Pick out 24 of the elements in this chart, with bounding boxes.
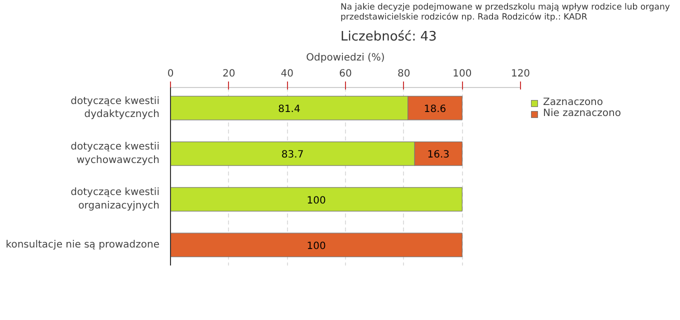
x-tick-label: 120	[510, 68, 530, 80]
bar	[170, 187, 462, 212]
y-tick-label: dotyczące kwestii organizacyjnych	[70, 187, 160, 212]
data-label: 18.6	[424, 104, 446, 116]
bar	[170, 232, 462, 258]
x-tick-label: 100	[452, 68, 472, 80]
y-tick-label: dotyczące kwestii dydaktycznych	[70, 96, 160, 120]
y-tick-label: dotyczące kwestii wychowawczych	[70, 142, 160, 166]
data-label: 83.7	[281, 150, 304, 161]
data-label: 100	[306, 240, 326, 252]
chart-title: Na jakie decyzje podejmowane w przedszkolu mają wpływ rodzice lub organy przedstawicielskie rodziców np. Rada Rodziców itp.: KADR	[340, 2, 670, 22]
x-tick-label: 80	[397, 68, 410, 80]
x-tick-label: 0	[167, 68, 174, 80]
x-tick-label: 60	[339, 68, 352, 80]
x-axis-title: Odpowiedzi (%)	[306, 52, 385, 64]
legend-label: Zaznaczono	[543, 97, 604, 108]
x-tick-label: 20	[222, 68, 236, 80]
y-tick-label: konsultacje nie są prowadzone	[6, 239, 160, 250]
data-label: 16.3	[427, 150, 450, 161]
x-tick-label: 40	[280, 68, 294, 80]
chart-subtitle: Liczebność: 43	[340, 30, 437, 44]
data-label: 81.4	[278, 104, 300, 116]
data-label: 100	[306, 195, 326, 206]
legend-label: Nie zaznaczono	[543, 108, 622, 119]
